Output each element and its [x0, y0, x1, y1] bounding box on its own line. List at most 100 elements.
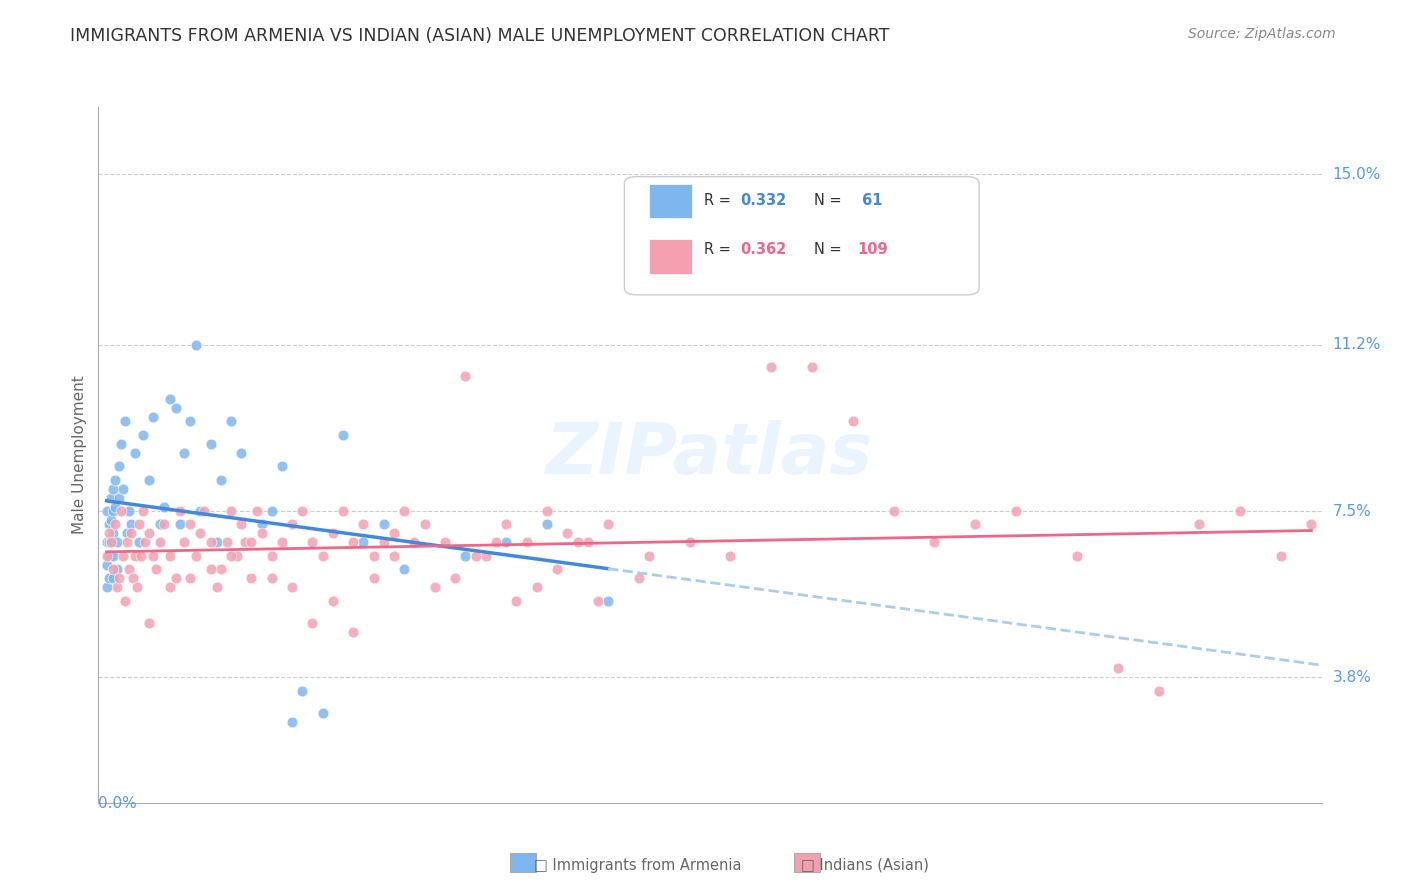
Point	[97, 535, 120, 549]
Point	[322, 594, 344, 608]
Bar	[648, 239, 692, 274]
Point	[101, 549, 124, 563]
Point	[122, 571, 145, 585]
Point	[108, 491, 131, 505]
Text: IMMIGRANTS FROM ARMENIA VS INDIAN (ASIAN) MALE UNEMPLOYMENT CORRELATION CHART: IMMIGRANTS FROM ARMENIA VS INDIAN (ASIAN…	[70, 27, 890, 45]
Point	[546, 562, 568, 576]
Point	[464, 549, 486, 563]
Point	[226, 549, 249, 563]
Point	[186, 338, 208, 352]
Point	[179, 517, 201, 532]
Point	[159, 392, 181, 406]
Point	[270, 535, 294, 549]
Point	[291, 504, 314, 518]
Point	[301, 535, 323, 549]
Point	[281, 714, 304, 729]
Point	[1004, 504, 1026, 518]
Point	[128, 517, 150, 532]
Point	[114, 594, 136, 608]
Point	[332, 504, 354, 518]
Point	[127, 580, 149, 594]
Point	[142, 549, 165, 563]
Point	[1270, 549, 1292, 563]
Point	[101, 504, 124, 518]
Point	[105, 562, 128, 576]
Point	[142, 409, 165, 424]
Text: 15.0%: 15.0%	[1333, 167, 1381, 182]
Point	[1147, 683, 1170, 698]
Point	[382, 526, 405, 541]
Point	[169, 517, 191, 532]
Point	[761, 360, 783, 375]
Point	[922, 535, 945, 549]
Point	[352, 535, 374, 549]
Point	[97, 526, 120, 541]
Point	[231, 445, 253, 459]
Point	[536, 504, 558, 518]
Point	[124, 549, 146, 563]
Point	[474, 549, 498, 563]
Point	[111, 482, 134, 496]
Point	[404, 535, 426, 549]
Point	[505, 594, 527, 608]
Point	[188, 504, 212, 518]
Bar	[510, 853, 536, 872]
Point	[495, 517, 517, 532]
Point	[159, 580, 181, 594]
Point	[188, 526, 212, 541]
Point	[444, 571, 467, 585]
Point	[382, 549, 405, 563]
Point	[108, 571, 131, 585]
Text: 0.362: 0.362	[741, 242, 787, 257]
Point	[209, 562, 232, 576]
Point	[104, 500, 127, 514]
Text: □ Indians (Asian): □ Indians (Asian)	[801, 858, 929, 872]
Point	[97, 549, 120, 563]
Point	[132, 504, 155, 518]
Point	[434, 535, 457, 549]
Point	[179, 571, 201, 585]
Point	[209, 473, 232, 487]
Point	[165, 571, 187, 585]
Point	[485, 535, 508, 549]
Text: 0.332: 0.332	[741, 194, 787, 209]
Point	[115, 526, 138, 541]
Point	[627, 571, 650, 585]
Point	[1188, 517, 1211, 532]
Point	[96, 558, 118, 572]
Point	[104, 473, 127, 487]
Text: ZIPatlas: ZIPatlas	[547, 420, 873, 490]
Point	[132, 427, 155, 442]
Point	[101, 571, 124, 585]
Point	[138, 526, 160, 541]
Text: N =: N =	[814, 194, 846, 209]
Point	[1301, 517, 1323, 532]
Point	[215, 535, 238, 549]
Point	[536, 517, 558, 532]
Point	[134, 535, 156, 549]
Point	[159, 549, 181, 563]
Point	[145, 562, 167, 576]
Point	[250, 517, 273, 532]
Text: N =: N =	[814, 242, 846, 257]
Text: □ Immigrants from Armenia: □ Immigrants from Armenia	[534, 858, 742, 872]
Point	[373, 535, 395, 549]
Point	[454, 549, 477, 563]
Point	[101, 482, 124, 496]
Point	[322, 526, 344, 541]
Text: R =: R =	[704, 242, 735, 257]
Point	[312, 549, 335, 563]
Y-axis label: Male Unemployment: Male Unemployment	[72, 376, 87, 534]
Bar	[648, 184, 692, 219]
Point	[363, 571, 385, 585]
Point	[841, 414, 863, 428]
Point	[246, 504, 269, 518]
Point	[392, 562, 416, 576]
Point	[115, 535, 138, 549]
Point	[114, 414, 136, 428]
Point	[1066, 549, 1088, 563]
Point	[100, 535, 122, 549]
Point	[105, 535, 128, 549]
Point	[110, 504, 132, 518]
Point	[413, 517, 436, 532]
